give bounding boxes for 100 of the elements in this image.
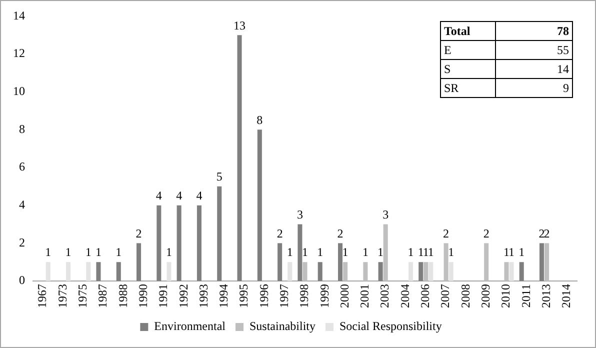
x-tick-label: 1993: [196, 284, 210, 308]
bar: [136, 243, 142, 281]
bar: [86, 262, 91, 281]
x-tick-label: 2013: [538, 284, 553, 308]
bar: [96, 262, 101, 281]
x-tick-label: 1995: [236, 284, 251, 308]
x-tick-label: 2011: [518, 284, 533, 308]
x-tick-label: 2008: [458, 284, 472, 308]
data-label: 13: [234, 18, 246, 32]
data-label: 2: [483, 226, 490, 240]
data-label: 2: [276, 226, 283, 240]
x-tick-label: 2006: [418, 284, 432, 308]
bar: [318, 262, 322, 281]
data-label: 1: [422, 245, 429, 260]
x-tick-label: 2004: [398, 284, 412, 308]
data-label: 4: [196, 188, 202, 202]
data-label: 2: [544, 226, 550, 240]
x-tick-label: 1999: [317, 284, 332, 308]
y-tick-label: 0: [19, 273, 25, 288]
data-label: 1: [342, 245, 348, 260]
y-tick-label: 10: [13, 84, 25, 98]
text: S 14: [444, 62, 569, 76]
x-tick-label: 1988: [116, 284, 130, 308]
data-label: 1: [503, 245, 510, 260]
text: Total 78: [444, 24, 569, 38]
bar: [484, 243, 489, 281]
x-tick-label: 2007: [438, 284, 452, 308]
legend-label: Environmental: [154, 319, 226, 334]
bar: [444, 243, 448, 281]
bar: [217, 186, 222, 281]
bar: [257, 130, 262, 281]
bar: [448, 262, 454, 281]
data-label: 1: [85, 245, 92, 260]
data-label: 1: [95, 245, 102, 260]
x-tick-label: 1990: [136, 284, 150, 308]
bar: [302, 262, 308, 281]
text: E 55: [444, 42, 569, 56]
data-label: 1: [378, 245, 384, 260]
x-tick-label: 1992: [176, 284, 190, 308]
bar: [278, 243, 282, 281]
data-label: 2: [538, 226, 545, 240]
y-tick-label: 2: [19, 235, 25, 250]
bar: [418, 262, 424, 281]
bar: [539, 243, 544, 281]
bar: [166, 262, 172, 281]
bar: [428, 262, 434, 281]
data-label: 1: [362, 245, 368, 260]
x-tick-label: 2000: [337, 284, 352, 308]
legend-label: Sustainability: [249, 319, 316, 334]
data-label: 3: [296, 207, 303, 222]
bar: [504, 262, 509, 281]
data-label: 1: [286, 245, 293, 260]
bar: [176, 205, 182, 281]
data-label: 8: [256, 112, 263, 127]
x-tick-label: 2003: [378, 284, 392, 308]
bar: [156, 205, 162, 281]
x-tick-label: 2010: [498, 284, 513, 308]
y-tick-label: 14: [13, 8, 25, 22]
x-tick-label: 1973: [55, 284, 70, 308]
data-label: 1: [65, 245, 72, 260]
bar: [116, 262, 121, 281]
bar: [519, 262, 524, 281]
data-label: 1: [408, 245, 414, 260]
x-tick-label: 2001: [358, 284, 372, 308]
data-label: 1: [418, 245, 424, 260]
data-label: 2: [136, 226, 142, 240]
data-label: 1: [518, 245, 525, 260]
bar: [338, 243, 343, 281]
data-label: 1: [302, 245, 308, 260]
data-label: 4: [176, 188, 182, 202]
data-label: 4: [156, 188, 162, 202]
bar: [298, 224, 302, 281]
x-tick-label: 1987: [96, 284, 110, 308]
x-tick-label: 1997: [277, 284, 292, 308]
data-label: 1: [166, 245, 172, 260]
bar: [424, 262, 428, 281]
y-tick-label: 4: [19, 198, 25, 212]
bar: [196, 205, 202, 281]
bar: [363, 262, 368, 281]
text: SR 9: [444, 80, 569, 94]
bar: [288, 262, 292, 281]
bar: [46, 262, 50, 281]
bar: [343, 262, 348, 281]
x-tick-label: 1996: [256, 284, 271, 308]
bar: [408, 262, 414, 281]
bar: [66, 262, 71, 281]
data-label: 1: [317, 245, 324, 260]
bar: [237, 35, 242, 281]
x-tick-label: 1975: [76, 284, 90, 308]
y-tick-label: 12: [13, 46, 25, 60]
data-label: 2: [443, 226, 450, 240]
bar: [383, 224, 388, 281]
y-tick-label: 8: [19, 122, 25, 136]
data-label: 1: [448, 245, 454, 260]
x-tick-label: 1991: [156, 284, 170, 308]
data-label: 1: [116, 245, 122, 260]
data-label: 3: [382, 207, 389, 222]
x-tick-label: 1998: [297, 284, 312, 308]
legend-label: Social Responsibility: [339, 319, 442, 334]
data-label: 1: [508, 245, 515, 260]
